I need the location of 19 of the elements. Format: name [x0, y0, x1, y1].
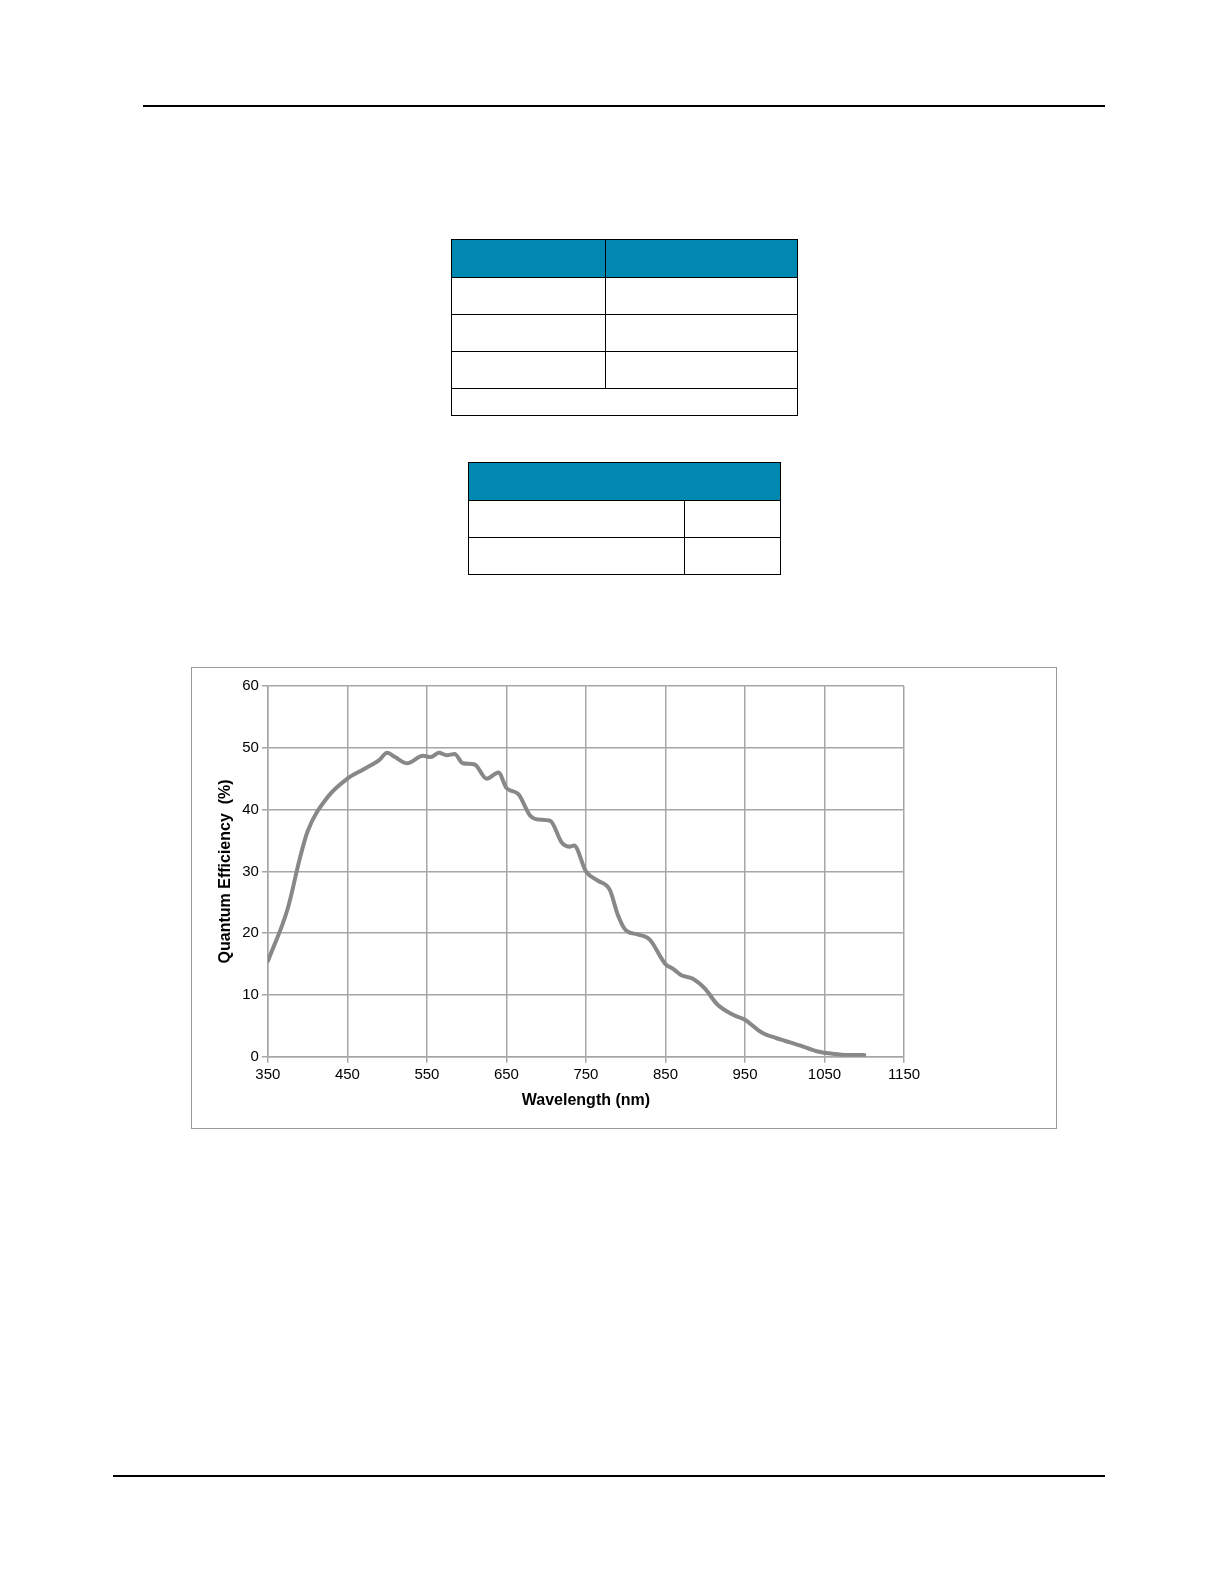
- y-tick-label: 30: [242, 861, 259, 879]
- y-tick-label: 0: [250, 1046, 259, 1064]
- y-tick-label: 60: [242, 676, 259, 694]
- y-tick-label: 50: [242, 737, 259, 755]
- y-axis-title: Quantum Efficiency (%): [216, 779, 234, 964]
- line-series: [267, 750, 867, 1057]
- x-tick-label: 1150: [887, 1064, 921, 1082]
- x-axis-title: Wavelength (nm): [521, 1090, 651, 1108]
- x-tick-label: 750: [573, 1064, 599, 1082]
- y-tick-label: 10: [242, 985, 259, 1003]
- x-tick-label: 1050: [807, 1064, 842, 1082]
- x-tick-label: 450: [334, 1064, 360, 1082]
- x-tick-label: 850: [652, 1064, 678, 1082]
- x-tick-label: 550: [414, 1064, 440, 1082]
- y-tick-label: 20: [242, 923, 259, 941]
- y-tick-label: 40: [242, 799, 259, 817]
- x-tick-label: 650: [493, 1064, 519, 1082]
- x-tick-label: 350: [255, 1064, 281, 1082]
- x-tick-label: 950: [732, 1064, 758, 1082]
